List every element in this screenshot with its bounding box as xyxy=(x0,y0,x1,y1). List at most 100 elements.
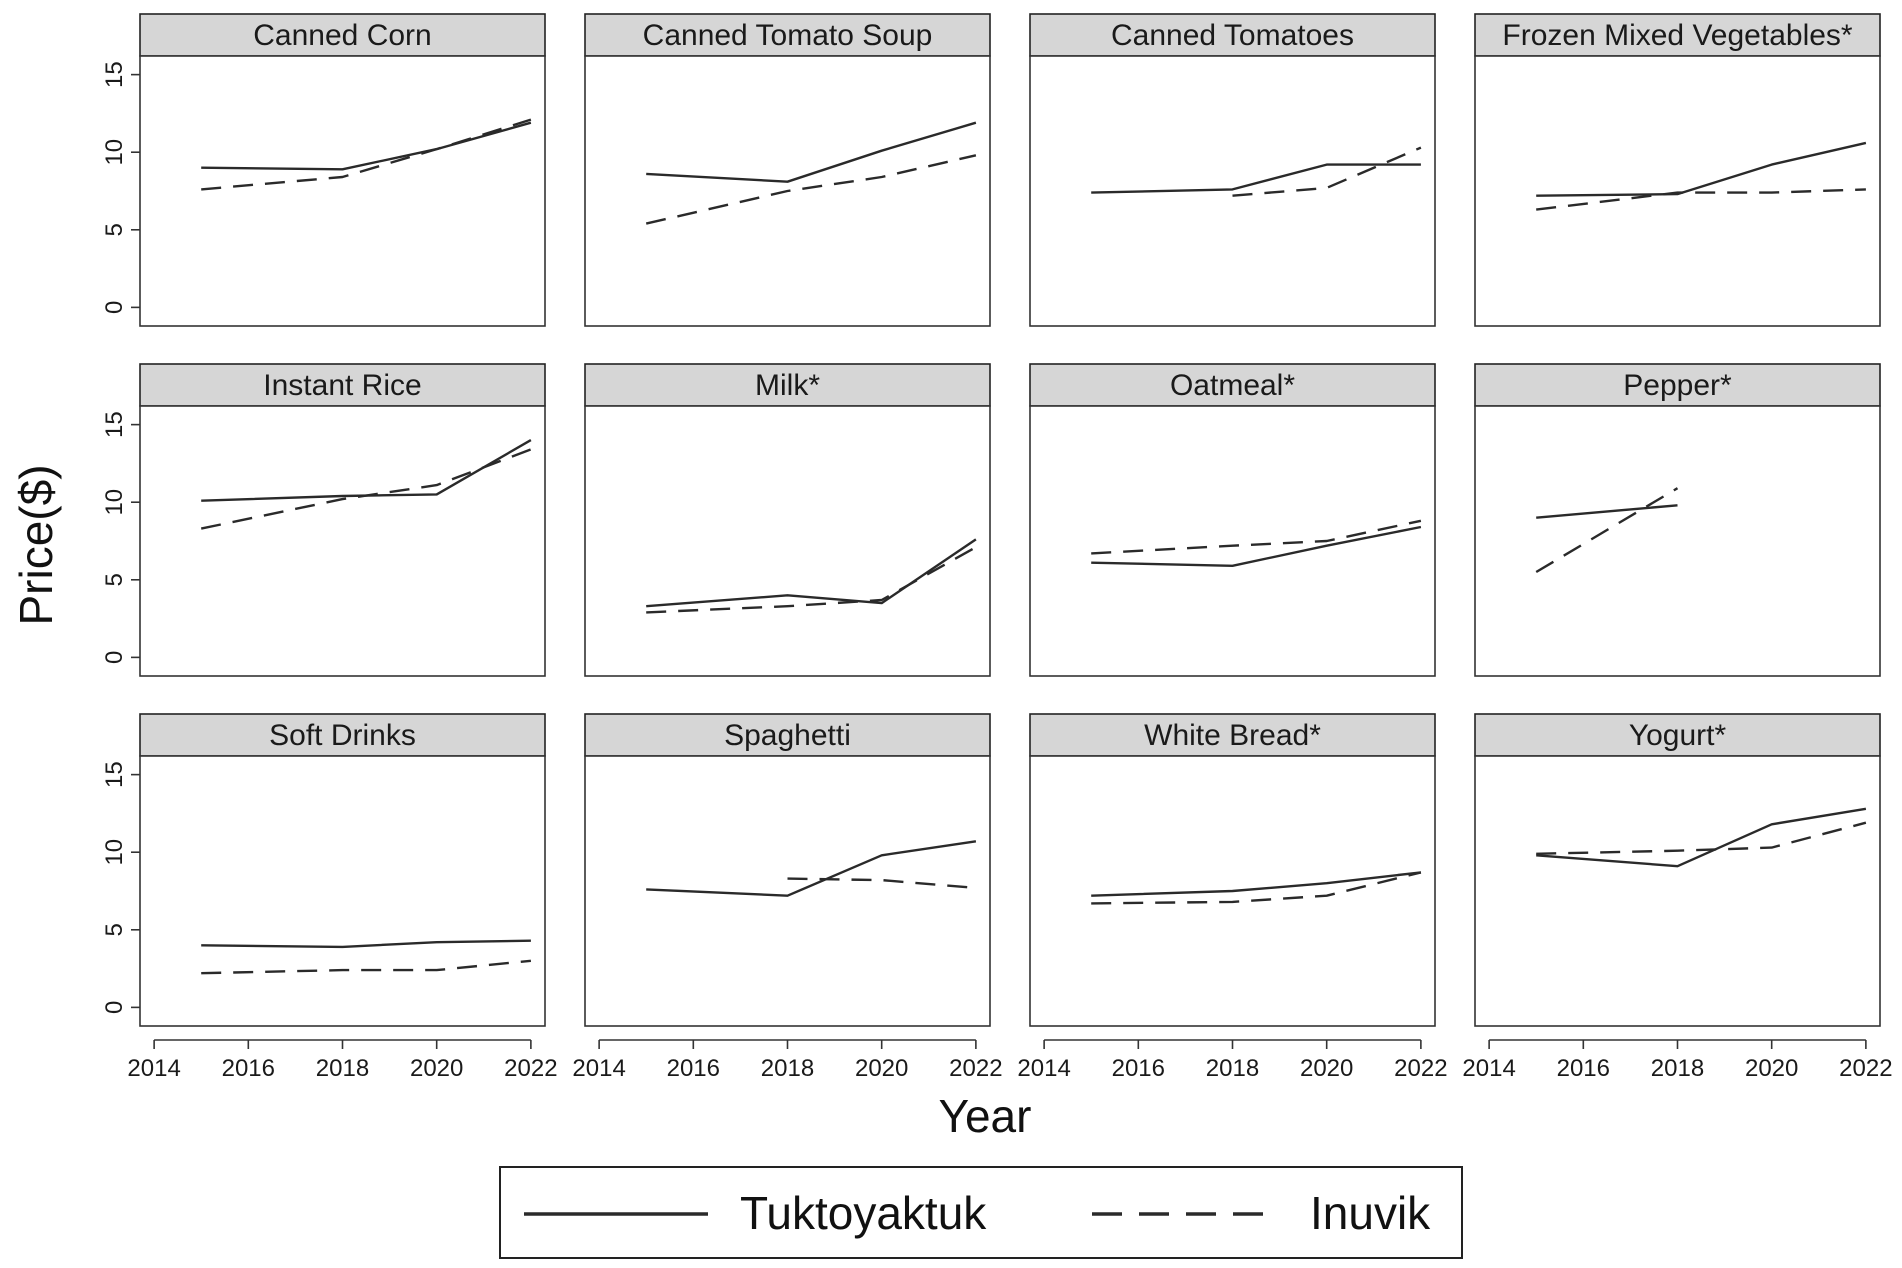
x-tick-label: 2018 xyxy=(1651,1055,1704,1082)
x-tick-label: 2016 xyxy=(1112,1055,1165,1082)
panel-title: Spaghetti xyxy=(724,719,851,752)
plot-area xyxy=(1029,755,1436,1027)
y-tick-label: 15 xyxy=(101,61,128,88)
panel-strip xyxy=(139,13,546,57)
panel-title: White Bread* xyxy=(1144,719,1321,752)
series-line-inuvik xyxy=(1091,519,1422,555)
x-tick-label: 2014 xyxy=(1017,1055,1070,1082)
y-tick-label: 15 xyxy=(101,411,128,438)
plot-area xyxy=(1029,55,1436,327)
panel-strip xyxy=(584,13,991,57)
y-tick-label: 0 xyxy=(101,1001,128,1014)
panel-soft-drinks: Soft Drinks 0 5 10 15 2014 2016 2018 2020 2022 xyxy=(101,713,558,1082)
plot-area xyxy=(584,755,991,1027)
panel-strip xyxy=(584,363,991,407)
panel-title: Canned Corn xyxy=(253,19,431,52)
y-tick-label: 10 xyxy=(101,839,128,866)
panel-title: Pepper* xyxy=(1623,369,1732,402)
y-tick-label: 0 xyxy=(101,301,128,314)
x-axis-title: Year xyxy=(939,1090,1032,1142)
series-line-inuvik xyxy=(1091,871,1422,905)
x-tick-label: 2018 xyxy=(761,1055,814,1082)
y-tick-label: 0 xyxy=(101,651,128,664)
x-tick-label: 2016 xyxy=(667,1055,720,1082)
x-tick-label: 2022 xyxy=(1394,1055,1447,1082)
y-tick-label: 5 xyxy=(101,223,128,236)
panel-pepper: Pepper* xyxy=(1474,363,1881,677)
panel-canned-tomato-soup: Canned Tomato Soup xyxy=(584,13,991,327)
plot-area xyxy=(1029,405,1436,677)
x-tick-label: 2020 xyxy=(1300,1055,1353,1082)
panel-white-bread: White Bread* 2014 2016 2018 2020 2022 xyxy=(1017,713,1448,1082)
series-line-tuktoyaktuk xyxy=(1536,504,1678,519)
x-tick-label: 2016 xyxy=(1557,1055,1610,1082)
panel-strip xyxy=(1474,713,1881,757)
panel-strip xyxy=(1474,363,1881,407)
x-tick-label: 2022 xyxy=(949,1055,1002,1082)
x-tick-label: 2018 xyxy=(1206,1055,1259,1082)
x-tick-label: 2022 xyxy=(1839,1055,1892,1082)
series-line-inuvik xyxy=(1232,146,1422,197)
x-tick-label: 2018 xyxy=(316,1055,369,1082)
series-line-inuvik xyxy=(1535,487,1679,574)
plot-area xyxy=(1474,755,1881,1027)
legend: Tuktoyaktuk Inuvik xyxy=(499,1166,1463,1259)
legend-label-inuvik: Inuvik xyxy=(1310,1187,1431,1239)
series-line-tuktoyaktuk xyxy=(1536,141,1867,197)
panel-title: Canned Tomato Soup xyxy=(643,19,933,52)
series-line-inuvik xyxy=(1536,188,1866,211)
series-line-tuktoyaktuk xyxy=(646,121,977,183)
series-line-inuvik xyxy=(201,118,532,191)
panel-canned-tomatoes: Canned Tomatoes xyxy=(1029,13,1436,327)
y-tick-label: 5 xyxy=(101,573,128,586)
x-tick-label: 2020 xyxy=(1745,1055,1798,1082)
panel-oatmeal: Oatmeal* xyxy=(1029,363,1436,677)
series-line-tuktoyaktuk xyxy=(1091,163,1421,194)
plot-area xyxy=(584,405,991,677)
series-line-tuktoyaktuk xyxy=(1536,807,1867,868)
panel-milk: Milk* xyxy=(584,363,991,677)
series-line-tuktoyaktuk xyxy=(1091,525,1422,567)
panel-spaghetti: Spaghetti 2014 2016 2018 2020 2022 xyxy=(572,713,1003,1082)
x-tick-label: 2014 xyxy=(1462,1055,1515,1082)
panel-canned-corn: Canned Corn 0 5 10 15 xyxy=(101,13,546,327)
x-tick-label: 2020 xyxy=(410,1055,463,1082)
plot-area xyxy=(139,405,546,677)
plot-area xyxy=(1474,55,1881,327)
panel-instant-rice: Instant Rice 0 5 10 15 xyxy=(101,363,546,677)
series-line-tuktoyaktuk xyxy=(646,840,977,897)
panel-title: Instant Rice xyxy=(263,369,421,402)
x-tick-label: 2020 xyxy=(855,1055,908,1082)
plot-area xyxy=(139,55,546,327)
x-tick-label: 2014 xyxy=(572,1055,625,1082)
panel-title: Milk* xyxy=(755,369,820,402)
series-line-tuktoyaktuk xyxy=(1091,871,1422,897)
series-line-inuvik xyxy=(201,959,532,975)
panel-title: Yogurt* xyxy=(1629,719,1727,752)
panel-title: Soft Drinks xyxy=(269,719,416,752)
x-tick-label: 2022 xyxy=(504,1055,557,1082)
panels-layer: Canned Corn 0 5 10 15 Canned Tomato Soup Canne… xyxy=(101,13,1893,1082)
y-axis-title: Price($) xyxy=(10,464,62,625)
series-line-tuktoyaktuk xyxy=(646,538,977,608)
panel-title: Frozen Mixed Vegetables* xyxy=(1502,19,1853,52)
series-line-inuvik xyxy=(200,448,532,530)
x-tick-label: 2016 xyxy=(222,1055,275,1082)
plot-area xyxy=(139,755,546,1027)
y-tick-label: 5 xyxy=(101,923,128,936)
panel-yogurt: Yogurt* 2014 2016 2018 2020 2022 xyxy=(1462,713,1893,1082)
panel-strip xyxy=(1029,713,1436,757)
legend-label-tuktoyaktuk: Tuktoyaktuk xyxy=(740,1187,987,1239)
y-tick-label: 10 xyxy=(101,139,128,166)
series-line-inuvik xyxy=(646,546,977,614)
series-line-inuvik xyxy=(645,154,977,225)
panel-strip xyxy=(584,713,991,757)
plot-area xyxy=(1474,405,1881,677)
x-tick-label: 2014 xyxy=(127,1055,180,1082)
panel-title: Canned Tomatoes xyxy=(1111,19,1354,52)
series-line-tuktoyaktuk xyxy=(201,939,531,949)
panel-strip xyxy=(139,713,546,757)
y-tick-label: 15 xyxy=(101,761,128,788)
series-line-inuvik xyxy=(1536,821,1867,855)
